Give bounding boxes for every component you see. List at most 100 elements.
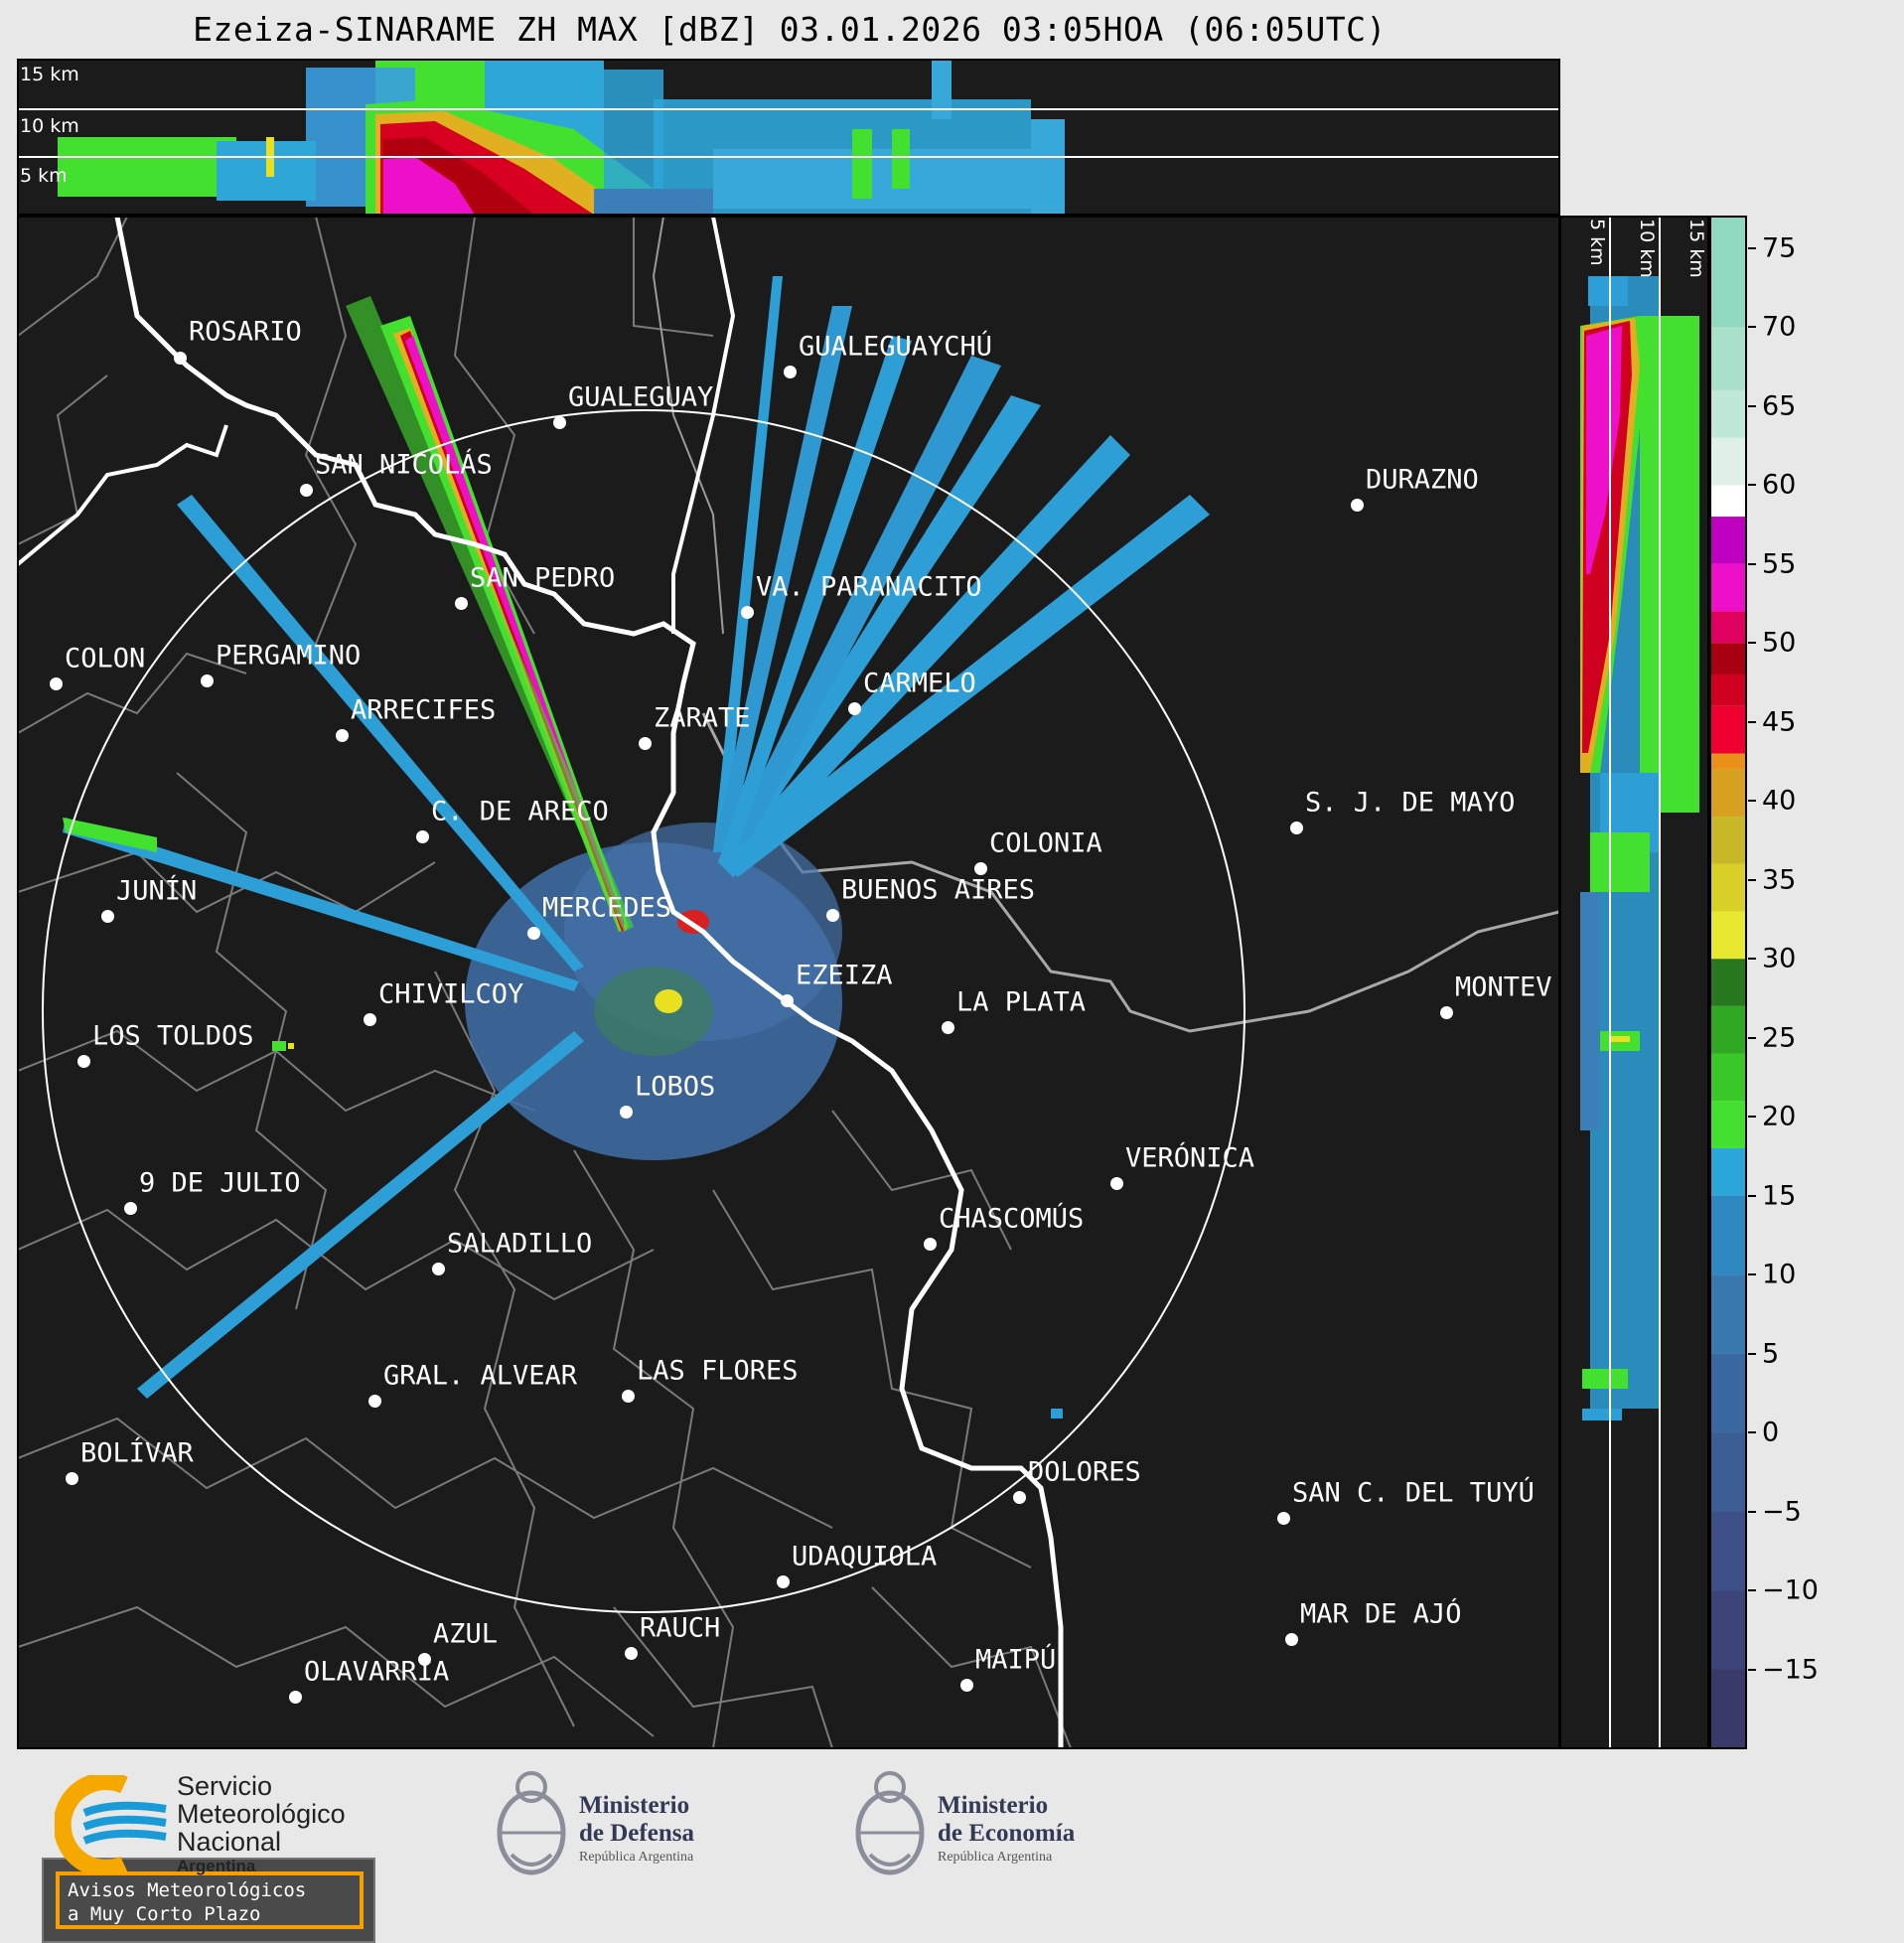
side-altitude-label-15km: 15 km (1685, 219, 1707, 278)
top-altitude-label-5km: 5 km (20, 165, 68, 187)
colorbar-band (1710, 1147, 1746, 1196)
city-label-c-de-areco: C. DE ARECO (431, 796, 609, 827)
radar-map-panel: ROSARIO GUALEGUAYCHÚ GUALEGUAY SAN NICOLÁS D… (16, 216, 1560, 1943)
colorbar-band (1710, 959, 1746, 1006)
city-label-va-paranacito: VA. PARANACITO (756, 571, 982, 603)
city-label-mercedes: MERCEDES (542, 892, 672, 924)
city-marker-rosario (174, 352, 187, 365)
colorbar-tick-label: 40 (1762, 785, 1797, 817)
colorbar-tick (1748, 1510, 1756, 1513)
colorbar-band (1710, 817, 1746, 864)
city-marker-los-toldos (77, 1055, 90, 1068)
colorbar-band (1710, 1590, 1746, 1670)
colorbar-band (1710, 563, 1746, 612)
top-altitude-label-10km: 10 km (20, 115, 79, 137)
city-label-lobos: LOBOS (635, 1071, 716, 1103)
smn-line-4: Argentina (177, 1857, 256, 1875)
radar-map-svg (16, 216, 1560, 1749)
side-altitude-label-5km: 5 km (1586, 219, 1608, 266)
radar-echoes (63, 276, 1210, 1419)
city-label-colonia: COLONIA (989, 827, 1102, 859)
colorbar-band (1710, 705, 1746, 754)
colorbar-tick-label: −10 (1762, 1574, 1819, 1606)
colorbar-band (1710, 1053, 1746, 1102)
defensa-line-3: República Argentina (579, 1850, 694, 1865)
colorbar-band (1710, 1005, 1746, 1054)
city-marker-pergamino (201, 674, 214, 687)
city-label-ezeiza: EZEIZA (796, 960, 893, 991)
city-marker-montev (1440, 1006, 1453, 1019)
city-marker-ezeiza (781, 994, 794, 1007)
colorbar-band (1710, 911, 1746, 960)
city-label-las-flores: LAS FLORES (637, 1355, 799, 1387)
city-label-azul: AZUL (433, 1618, 499, 1650)
city-label-s-j-de-mayo: S. J. DE MAYO (1305, 787, 1516, 819)
city-label-gualeguaychu: GUALEGUAYCHÚ (799, 331, 993, 363)
colorbar-band (1710, 643, 1746, 675)
colorbar-tick (1748, 562, 1756, 565)
city-label-la-plata: LA PLATA (956, 986, 1087, 1018)
colorbar-band (1710, 437, 1746, 486)
colorbar-band (1710, 1195, 1746, 1275)
city-marker-la-plata (942, 1021, 954, 1034)
city-marker-arrecifes (336, 729, 349, 742)
city-marker-chivilcoy (364, 1013, 376, 1026)
colorbar-band (1710, 517, 1746, 564)
colorbar-tick (1748, 1273, 1756, 1276)
city-marker-c-de-areco (416, 830, 429, 843)
colorbar-band (1710, 1511, 1746, 1591)
city-marker-zarate (639, 737, 652, 750)
city-marker-olavarria (289, 1691, 302, 1704)
economia-line-1: Ministerio (938, 1792, 1049, 1819)
city-marker-veronica (1110, 1177, 1123, 1190)
city-marker-bolivar (66, 1472, 78, 1485)
city-marker-udaquiola (777, 1575, 790, 1588)
city-marker-gualeguaychu (784, 366, 797, 378)
colorbar-band (1710, 485, 1746, 518)
colorbar-tick (1748, 1036, 1756, 1039)
smn-logo (53, 1772, 174, 1877)
colorbar-tick-label: 50 (1762, 627, 1797, 659)
city-label-veronica: VERÓNICA (1125, 1142, 1255, 1174)
defensa-line-1: Ministerio (579, 1792, 690, 1819)
city-marker-san-nicolas (300, 484, 313, 497)
colorbar-tick (1748, 1352, 1756, 1355)
colorbar-tick (1748, 1668, 1756, 1671)
colorbar-tick (1748, 1589, 1756, 1592)
city-marker-durazno (1351, 499, 1364, 512)
city-marker-san-c-del-tuyu (1277, 1512, 1290, 1525)
city-marker-maipu (960, 1679, 973, 1692)
defensa-line-2: de Defensa (579, 1820, 694, 1847)
colorbar-tick-label: 55 (1762, 548, 1797, 580)
city-label-chascomus: CHASCOMÚS (939, 1203, 1085, 1235)
colorbar-tick-label: 15 (1762, 1180, 1797, 1212)
colorbar-band (1710, 1432, 1746, 1512)
colorbar-tick-labels: 75 70 65 60 55 50 45 40 35 30 25 20 15 10 5 0 −5 −10 −15 (1748, 217, 1897, 1748)
colorbar-tick (1748, 878, 1756, 881)
colorbar-band (1710, 1101, 1746, 1148)
city-marker-colon (50, 677, 63, 690)
city-marker-chascomus (924, 1238, 937, 1251)
colorbar-tick-label: 60 (1762, 469, 1797, 501)
footer: Servicio Meteorológico Nacional Argentin… (0, 1750, 1904, 1896)
colorbar-tick (1748, 246, 1756, 249)
city-label-zarate: ZÁRATE (654, 702, 751, 734)
colorbar-tick-label: 5 (1762, 1338, 1780, 1370)
defensa-logo-text: Ministerio de Defensa República Argentin… (579, 1792, 694, 1868)
colorbar-tick-label: 25 (1762, 1022, 1797, 1054)
city-label-maipu: MAIPÚ (975, 1644, 1057, 1676)
city-label-rauch: RAUCH (640, 1612, 721, 1644)
warning-line-2: a Muy Corto Plazo (68, 1903, 261, 1925)
colorbar (1710, 217, 1746, 1748)
smn-line-2: Meteorológico (177, 1799, 346, 1829)
colorbar-band (1710, 611, 1746, 644)
top-altitude-label-15km: 15 km (20, 64, 79, 85)
river-lines (652, 216, 724, 635)
colorbar-tick-label: 70 (1762, 311, 1797, 343)
city-label-udaquiola: UDAQUIOLA (792, 1541, 938, 1572)
city-marker-azul (418, 1653, 431, 1666)
city-marker-san-pedro (455, 597, 468, 610)
city-label-buenos-aires: BUENOS AIRES (841, 874, 1036, 906)
colorbar-tick (1748, 1194, 1756, 1197)
colorbar-band (1710, 753, 1746, 770)
